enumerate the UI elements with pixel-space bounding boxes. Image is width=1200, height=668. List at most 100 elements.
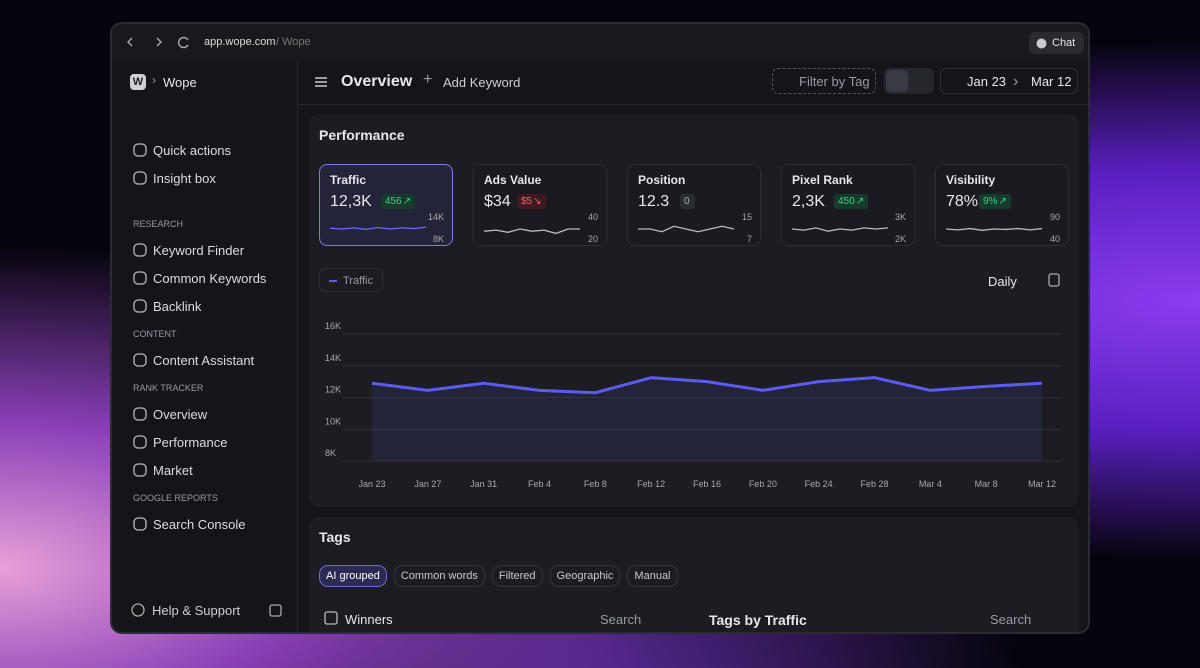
y-tick-label: 8K bbox=[325, 448, 336, 458]
nav-item[interactable]: Market bbox=[112, 456, 298, 484]
spark-line bbox=[483, 228, 580, 235]
search[interactable]: Search bbox=[990, 612, 1032, 627]
nav-label: Content Assistant bbox=[153, 353, 255, 368]
change-value: 450 bbox=[838, 196, 855, 207]
tag-chip[interactable]: AI grouped bbox=[319, 565, 387, 587]
legend-label: Traffic bbox=[343, 275, 373, 287]
winners-select[interactable]: Winners bbox=[345, 612, 393, 627]
add-keyword[interactable]: Add Keyword bbox=[443, 75, 521, 90]
x-tick-label: Mar 4 bbox=[919, 479, 942, 489]
chat-button[interactable]: Chat bbox=[1029, 32, 1084, 54]
panel-icon bbox=[324, 611, 338, 625]
nav-item[interactable]: Performance bbox=[112, 428, 298, 456]
nav-item[interactable]: Search Console bbox=[112, 510, 298, 538]
card-name: Ads Value bbox=[484, 173, 542, 187]
metric-card[interactable]: Position 12.3 0 15 7 bbox=[627, 164, 761, 246]
sparkline: 14K 8K bbox=[329, 213, 444, 243]
nav-item[interactable]: Overview bbox=[112, 400, 298, 428]
x-tick-label: Feb 4 bbox=[528, 479, 551, 489]
change-badge: 9% ↗ bbox=[979, 194, 1011, 209]
period-select[interactable]: Daily bbox=[988, 274, 1017, 289]
icon-shape bbox=[133, 271, 147, 285]
change-value: 0 bbox=[684, 196, 690, 207]
nav-item[interactable]: Content Assistant bbox=[112, 346, 298, 374]
y-tick-label: 12K bbox=[325, 385, 341, 395]
sparkline: 90 40 bbox=[945, 213, 1060, 243]
spark-line bbox=[791, 227, 889, 232]
workspace[interactable]: Wope bbox=[163, 75, 197, 90]
url-path: / Wope bbox=[276, 36, 311, 48]
metric-card[interactable]: Visibility 78% 9% ↗ 90 40 bbox=[935, 164, 1069, 246]
nav-label: Keyword Finder bbox=[153, 243, 245, 258]
nav-icon bbox=[133, 271, 147, 285]
nav-icon bbox=[133, 435, 147, 449]
nav-label: Market bbox=[153, 463, 193, 478]
tag-chip[interactable]: Common words bbox=[393, 565, 485, 587]
trend-icon: ↗ bbox=[998, 196, 1007, 207]
spark-tick: 20 bbox=[588, 234, 598, 243]
nav-item[interactable]: Keyword Finder bbox=[112, 236, 298, 264]
card-value: 12.3 bbox=[638, 193, 670, 210]
card-name: Visibility bbox=[946, 173, 996, 187]
page-title: Overview bbox=[341, 73, 413, 90]
compose-icon[interactable] bbox=[268, 602, 284, 618]
arrow: › bbox=[1013, 73, 1019, 90]
change-value: $5 bbox=[521, 196, 533, 207]
nav-label: Backlink bbox=[153, 299, 202, 314]
nav-icon bbox=[133, 143, 147, 157]
spark-tick: 15 bbox=[742, 213, 752, 222]
legend-swatch bbox=[329, 280, 337, 282]
filter-button[interactable]: Filter by Tag bbox=[772, 68, 876, 94]
metric-card[interactable]: Ads Value $34 $5 ↘ 40 20 bbox=[473, 164, 607, 246]
help-link[interactable]: Help & Support bbox=[152, 603, 241, 618]
spark-tick: 14K bbox=[428, 213, 444, 222]
card-value: 2,3K bbox=[792, 193, 825, 210]
sparkline: 3K 2K bbox=[791, 213, 906, 243]
date-to: Mar 12 bbox=[1031, 74, 1072, 89]
nav-buttons[interactable] bbox=[122, 34, 192, 50]
icon-shape bbox=[133, 143, 147, 157]
x-tick-label: Feb 24 bbox=[805, 479, 833, 489]
trend-icon: ↗ bbox=[855, 196, 865, 207]
metric-card[interactable]: Traffic 12,3K 456 ↗ 14K 8K bbox=[319, 164, 453, 246]
tag-chip[interactable]: Filtered bbox=[491, 565, 543, 587]
x-tick-label: Mar 12 bbox=[1028, 479, 1056, 489]
nav-icon bbox=[133, 171, 147, 185]
nav-item[interactable]: Insight box bbox=[112, 164, 298, 192]
icon-shape bbox=[133, 243, 147, 257]
tag-chip[interactable]: Manual bbox=[627, 565, 678, 587]
url: app.wope.com bbox=[204, 36, 276, 48]
nav-item[interactable]: Quick actions bbox=[112, 136, 298, 164]
nav-item[interactable]: Common Keywords bbox=[112, 264, 298, 292]
section-title: Performance bbox=[319, 127, 405, 143]
nav-label: Performance bbox=[153, 435, 228, 450]
card-value: 78% bbox=[946, 193, 979, 210]
section-title: Tags bbox=[319, 529, 351, 545]
x-tick-label: Mar 8 bbox=[975, 479, 998, 489]
tag-chip[interactable]: Geographic bbox=[549, 565, 621, 587]
nav-label: Search Console bbox=[153, 517, 246, 532]
nav-label: Overview bbox=[153, 407, 208, 422]
change-badge: 456 ↗ bbox=[381, 194, 416, 209]
copy-icon[interactable] bbox=[1047, 272, 1061, 288]
metric-card[interactable]: Pixel Rank 2,3K 450 ↗ 3K 2K bbox=[781, 164, 915, 246]
device-toggle[interactable] bbox=[884, 68, 934, 94]
menu-icon[interactable] bbox=[314, 76, 328, 88]
icon-shape bbox=[133, 171, 147, 185]
area bbox=[372, 377, 1042, 461]
filter-label: Filter by Tag bbox=[799, 74, 870, 89]
search[interactable]: Search bbox=[600, 612, 642, 627]
spark-line bbox=[329, 226, 427, 231]
spark-tick: 90 bbox=[1050, 213, 1060, 222]
avatar: W bbox=[130, 74, 146, 90]
x-tick-label: Jan 31 bbox=[470, 479, 497, 489]
date-range[interactable]: Jan 23 › Mar 12 bbox=[940, 68, 1078, 94]
x-tick-label: Jan 23 bbox=[358, 479, 385, 489]
section-label: RESEARCH bbox=[133, 219, 184, 229]
icon-shape bbox=[133, 407, 147, 421]
traffic-chart: 8K 10K 12K 14K 16K Jan 23 Jan 27 Jan 31 Feb 4 Feb… bbox=[325, 321, 1062, 489]
trend-icon: ↘ bbox=[533, 196, 542, 207]
nav-item[interactable]: Backlink bbox=[112, 292, 298, 320]
nav-label: Quick actions bbox=[153, 143, 232, 158]
icon-shape bbox=[133, 463, 147, 477]
